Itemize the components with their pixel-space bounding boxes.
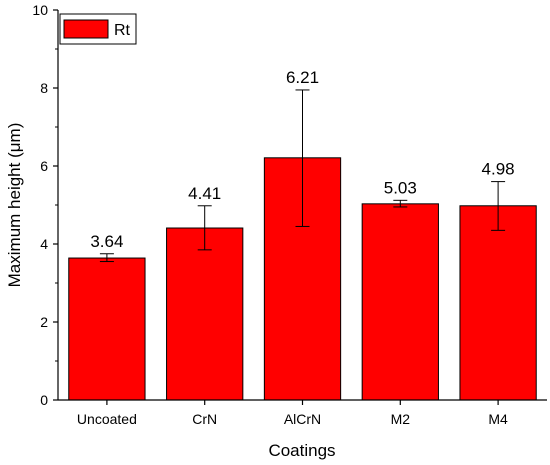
x-tick-label: Uncoated [77,411,137,427]
bar-uncoated [68,257,146,401]
legend-label: Rt [114,22,131,39]
y-tick-label: 6 [40,158,48,174]
x-ticks-group: Uncoated CrN AlCrN M2 M4 [77,400,508,427]
data-label: 3.64 [90,232,123,251]
y-ticks-group: 0 2 4 6 8 10 [32,2,58,408]
x-tick-label: M2 [391,411,411,427]
error-bars-group [99,89,506,263]
x-tick-label: CrN [192,411,217,427]
bar-m4 [459,205,537,401]
data-label: 5.03 [384,178,417,197]
y-axis-title: Maximum height (μm) [5,123,24,288]
x-tick-label: M4 [488,411,508,427]
data-label: 6.21 [286,68,319,87]
y-tick-label: 2 [40,314,48,330]
y-tick-label: 0 [40,392,48,408]
x-tick-label: AlCrN [284,411,321,427]
legend-swatch [63,19,109,39]
legend: Rt [59,13,137,45]
x-axis-title: Coatings [268,441,335,460]
y-tick-label: 8 [40,80,48,96]
data-label: 4.41 [188,184,221,203]
bar-m2 [361,203,439,401]
data-label: 4.98 [482,160,515,179]
data-labels-group: 3.64 4.41 6.21 5.03 4.98 [90,68,514,251]
y-tick-label: 4 [40,236,48,252]
bar-crn [166,227,244,401]
y-tick-label: 10 [32,2,48,18]
